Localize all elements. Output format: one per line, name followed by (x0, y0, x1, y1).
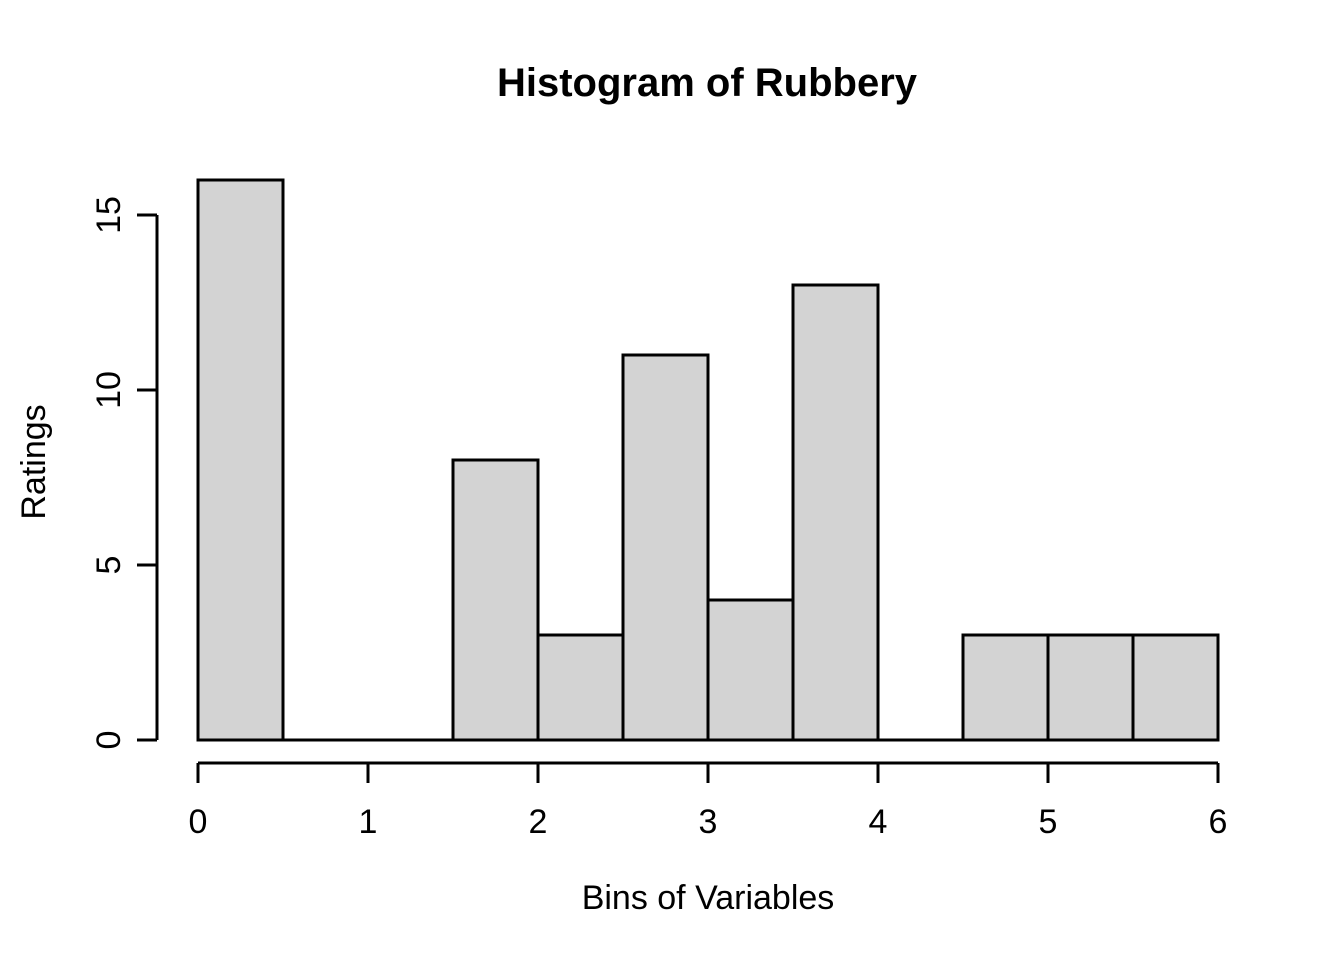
histogram-bar (791, 283, 880, 742)
histogram-bar (1131, 633, 1220, 742)
x-axis-tick-label: 0 (189, 803, 208, 841)
histogram-bar (961, 633, 1050, 742)
y-axis-tick-label: 5 (90, 556, 128, 575)
y-axis-tick-label: 15 (90, 196, 128, 234)
histogram-bar (706, 598, 795, 742)
y-axis-tick-label: 10 (90, 371, 128, 409)
x-axis-tick-label: 3 (699, 803, 718, 841)
x-axis-tick-label: 2 (529, 803, 548, 841)
y-axis-title: Ratings (15, 404, 53, 519)
plot-dynamic-layer: 0 5 10 15 0 1 2 3 4 5 6 (90, 178, 1228, 841)
chart-title: Histogram of Rubbery (497, 61, 918, 105)
x-axis-tick-label: 6 (1209, 803, 1228, 841)
histogram-bar (196, 178, 285, 742)
histogram-bar (536, 633, 625, 742)
histogram-bar (1046, 633, 1135, 742)
histogram-bar (621, 353, 710, 742)
x-axis-title: Bins of Variables (582, 879, 835, 917)
y-axis-tick-label: 0 (90, 731, 128, 750)
x-axis-tick-label: 4 (869, 803, 888, 841)
histogram-bar (451, 458, 540, 742)
x-axis-tick-label: 5 (1039, 803, 1058, 841)
x-axis-tick-label: 1 (359, 803, 378, 841)
